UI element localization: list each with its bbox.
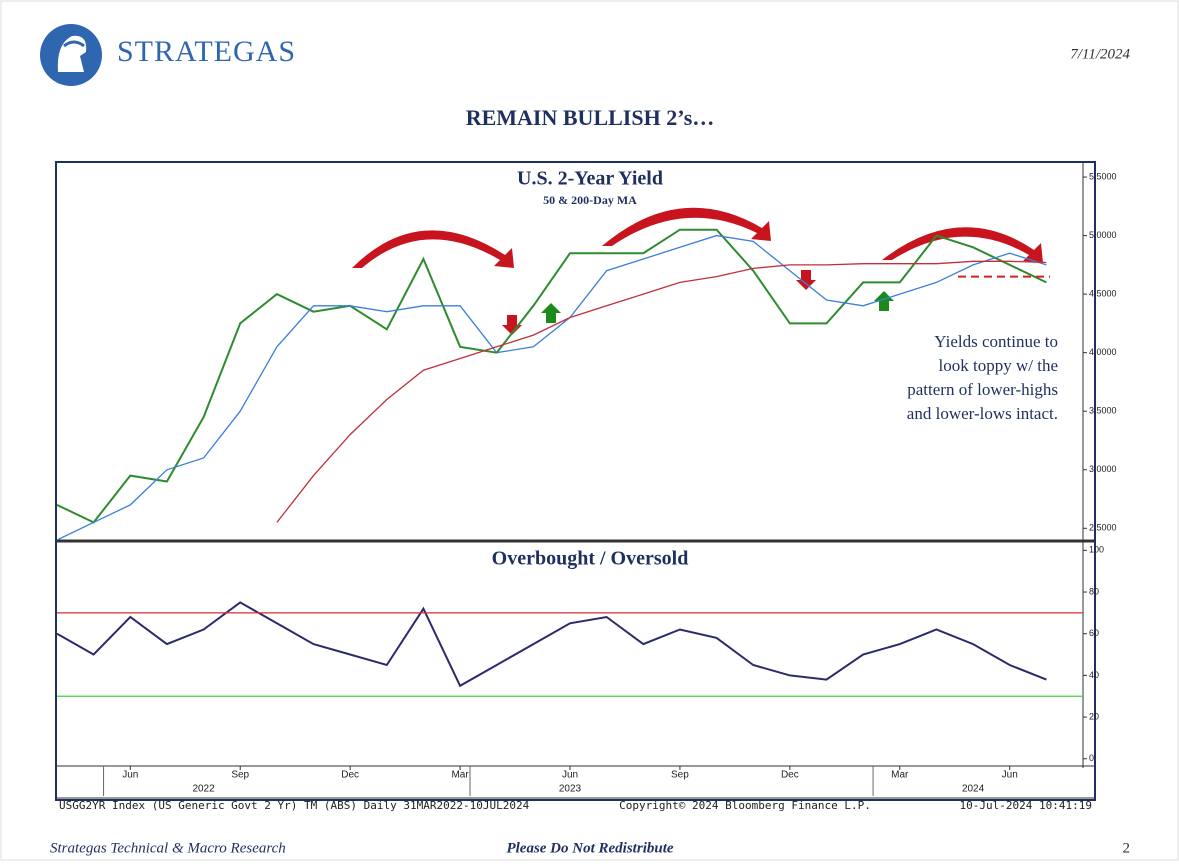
source-index: USGG2YR Index (US Generic Govt 2 Yr) TM … [59,799,530,812]
x-tick-label: Jun [122,770,138,781]
annotation: look toppy w/ the [939,356,1058,375]
y-tick-label: 3.5000 [1089,406,1117,416]
y-tick-label: 80 [1089,586,1099,596]
chart-title: Overbought / Oversold [492,548,689,570]
source-stamp: 10-Jul-2024 10:41:19 [960,799,1092,812]
year-label: 2022 [192,784,215,795]
ma-line [57,234,1047,540]
y-tick-label: 3.0000 [1089,464,1117,474]
footer-center: Please Do Not Redistribute [506,840,673,856]
chart-frame [55,161,1096,801]
y-tick-label: 2.5000 [1089,523,1117,533]
x-tick-label: Mar [891,770,909,781]
y-tick-label: 4.5000 [1089,289,1117,299]
x-tick-label: Dec [781,770,799,781]
year-label: 2024 [962,784,985,795]
price-panel [57,228,1050,540]
oscillator-panel [57,601,1083,697]
page-number: 2 [1123,840,1131,856]
logo [40,24,102,86]
footer-left: Strategas Technical & Macro Research [50,840,286,856]
data-line [57,228,1047,524]
annotation: pattern of lower-highs [907,380,1058,399]
x-tick-label: Sep [231,770,249,781]
y-tick-label: 40 [1089,670,1099,680]
brand: STRATEGAS [117,35,296,68]
y-tick-label: 5.5000 [1089,171,1117,181]
x-tick-label: Mar [451,770,469,781]
y-tick-label: 20 [1089,711,1099,721]
y-tick-label: 5.0000 [1089,230,1117,240]
chart-title: U.S. 2-Year Yield [517,168,663,190]
date: 7/11/2024 [1070,46,1130,62]
data-line [57,601,1047,688]
year-label: 2023 [559,784,582,795]
x-tick-label: Dec [341,770,359,781]
chart-subtitle: 50 & 200-Day MA [543,193,637,207]
x-tick-label: Sep [671,770,689,781]
annotation: Yields continue to [934,332,1058,351]
ma-line [276,260,1047,523]
annotation: and lower-lows intact. [907,404,1058,423]
y-tick-label: 100 [1089,545,1104,555]
y-tick-label: 60 [1089,628,1099,638]
slide-title: REMAIN BULLISH 2’s… [466,105,715,130]
source-copyright: Copyright© 2024 Bloomberg Finance L.P. [619,799,871,812]
arrows [352,207,1043,335]
x-tick-label: Jun [1002,770,1018,781]
y-tick-label: 0 [1089,753,1094,763]
y-tick-label: 4.0000 [1089,347,1117,357]
x-tick-label: Jun [562,770,578,781]
